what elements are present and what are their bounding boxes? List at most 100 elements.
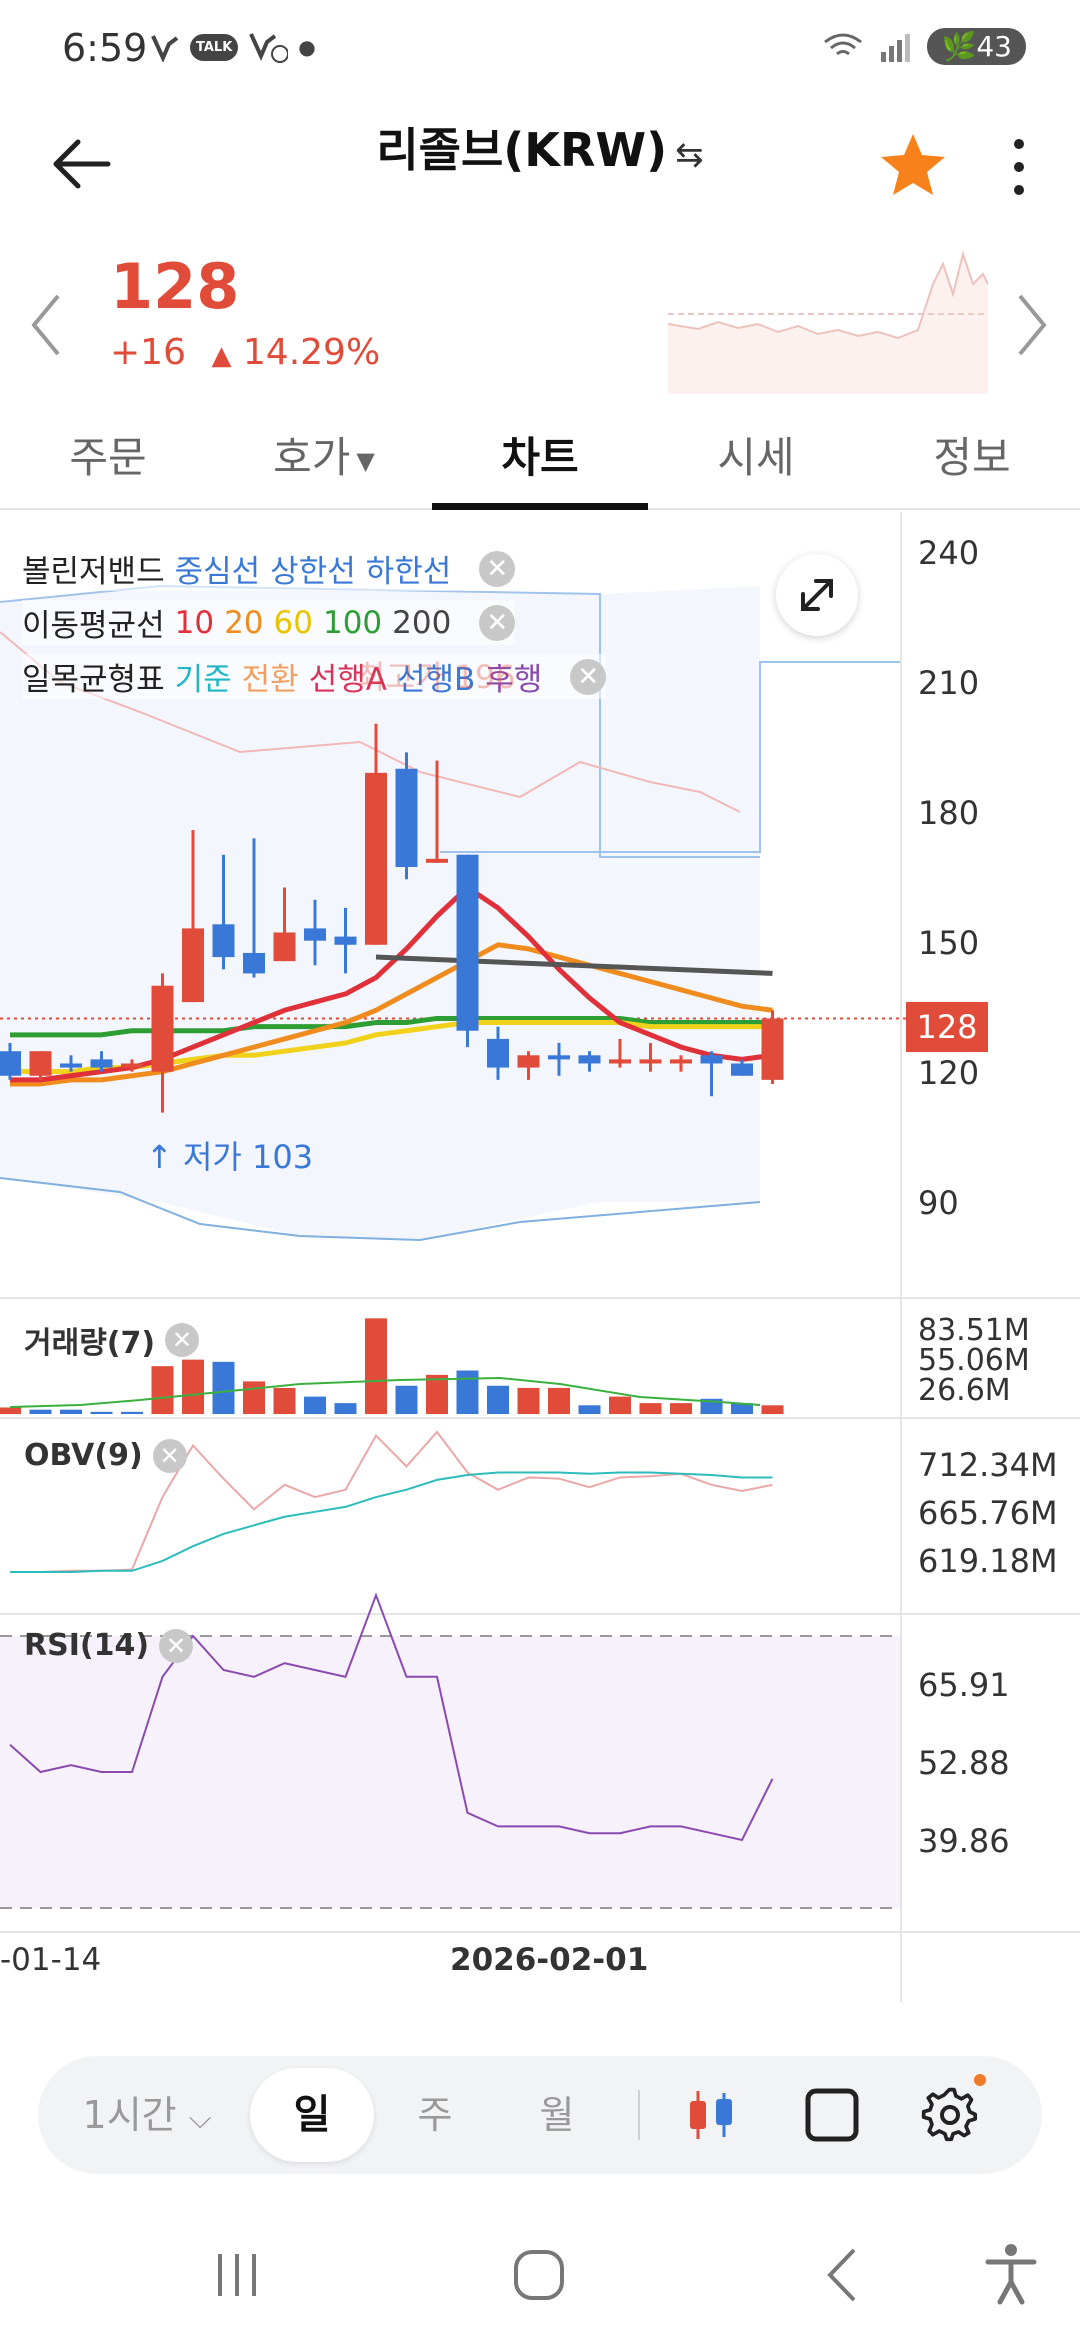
ichimoku-span-b-line [440, 661, 900, 853]
legend-ma-200: 200 [392, 604, 452, 641]
volume-bar [548, 1387, 570, 1414]
candle-body [243, 952, 265, 974]
candle-body [90, 1059, 113, 1068]
volume-bar [365, 1318, 387, 1414]
volume-bar [609, 1396, 631, 1414]
back-nav-icon[interactable] [808, 2240, 878, 2310]
candle-body [487, 1038, 509, 1068]
volume-bar [121, 1411, 143, 1414]
volume-bar [456, 1370, 479, 1414]
system-navigation-bar [0, 2200, 1080, 2340]
recent-apps-icon[interactable] [202, 2240, 272, 2310]
remove-obv-icon[interactable]: ✕ [152, 1438, 187, 1473]
candle-type-icon[interactable] [682, 2085, 742, 2145]
volume-bar [0, 1407, 21, 1414]
candle-body [365, 772, 387, 945]
period-week-button[interactable]: 주 [417, 2093, 453, 2137]
volume-bar [90, 1411, 113, 1414]
talk-icon: TALK [190, 33, 239, 61]
volume-bar [426, 1374, 448, 1414]
period-day-button[interactable]: 일 [250, 2068, 374, 2162]
candlestick-chart-canvas[interactable] [0, 512, 1080, 2002]
caret-down-icon: ▼ [356, 446, 375, 475]
period-month-button[interactable]: 월 [539, 2093, 575, 2137]
obv-title: OBV(9) ✕ [24, 1438, 187, 1473]
status-bar: 6:59 TALK ● 🌿43 [0, 0, 1080, 100]
accessibility-icon[interactable] [976, 2240, 1046, 2310]
candle-body [609, 1059, 631, 1064]
candle-body [29, 1051, 52, 1076]
volume-bar [304, 1396, 326, 1414]
tab-quote-label: 시세 [717, 433, 795, 482]
volume-tick-2: 55.06M [918, 1343, 1030, 1378]
volume-axis: 83.51M 55.06M 26.6M [918, 1316, 1030, 1406]
up-triangle-icon: ▲ [211, 341, 232, 371]
app-header: 리졸브(KRW) ⇆ [0, 100, 1080, 230]
drawing-tool-icon[interactable] [802, 2085, 862, 2145]
y-tick-210: 210 [918, 664, 980, 702]
back-arrow-icon[interactable] [46, 128, 118, 200]
volume-bar [212, 1361, 235, 1414]
date-tick-2: 2026-02-01 [450, 1942, 649, 1978]
rsi-title-text: RSI(14) [24, 1628, 150, 1663]
legend-ma-100: 100 [322, 604, 383, 641]
swap-currency-icon[interactable]: ⇆ [675, 135, 704, 175]
more-menu-icon[interactable] [1004, 134, 1034, 200]
tab-info-label: 정보 [933, 433, 1011, 482]
legend-ichimoku-lag: 후행 [485, 662, 543, 698]
interval-dropdown[interactable]: 1시간 ⌵ [72, 2056, 222, 2174]
legend-ma-60: 60 [273, 604, 313, 641]
candle-body [517, 1055, 540, 1068]
rsi-line [9, 1592, 774, 1842]
remove-bollinger-icon[interactable]: ✕ [479, 550, 516, 587]
coin-title: 리졸브(KRW) [376, 123, 668, 177]
y-tick-90: 90 [918, 1184, 959, 1222]
remove-ichimoku-icon[interactable]: ✕ [570, 658, 607, 695]
tab-orderbook[interactable]: 호가 ▼ [216, 410, 432, 508]
chart-area[interactable]: 볼린저밴드 중심선 상한선 하한선 ✕ 이동평균선 10 20 60 100 2… [0, 512, 1080, 2002]
home-icon[interactable] [504, 2240, 574, 2310]
y-tick-150: 150 [918, 924, 980, 962]
volume-tick-3: 26.6M [918, 1373, 1011, 1408]
candle-body [426, 858, 448, 863]
candle-body [151, 985, 174, 1072]
date-tick-1: -01-14 [0, 1942, 102, 1978]
remove-rsi-icon[interactable]: ✕ [159, 1628, 194, 1663]
remove-volume-icon[interactable]: ✕ [165, 1323, 200, 1357]
volume-bar [334, 1403, 357, 1414]
interval-label: 1시간 [82, 2093, 177, 2137]
status-time: 6:59 [62, 26, 148, 70]
candle-body [334, 936, 357, 945]
ma20-line [10, 942, 773, 1087]
candle-body [121, 1063, 143, 1068]
remove-ma-icon[interactable]: ✕ [479, 604, 516, 641]
candle-body [700, 1055, 723, 1064]
candle-body [731, 1063, 753, 1076]
tab-info[interactable]: 정보 [864, 410, 1080, 508]
candle-body [273, 932, 296, 962]
legend-bollinger-mid: 중심선 [174, 554, 261, 590]
y-tick-120: 120 [918, 1054, 980, 1092]
next-coin-chevron-icon[interactable] [1012, 290, 1052, 360]
volume-bar [487, 1385, 509, 1414]
tab-chart-label: 차트 [501, 433, 579, 482]
candle-body [761, 1018, 784, 1080]
prev-coin-chevron-icon[interactable] [26, 290, 66, 360]
tab-quote[interactable]: 시세 [648, 410, 864, 508]
chart-settings-gear-icon[interactable] [920, 2085, 980, 2145]
legend-ichimoku-spanb: 선행B [396, 662, 476, 698]
rsi-band-fill [0, 1636, 900, 1908]
tab-order[interactable]: 주문 [0, 410, 216, 508]
candle-body [639, 1059, 662, 1064]
candle-body [548, 1055, 570, 1060]
notification-icons: TALK ● [150, 30, 316, 64]
legend-bollinger: 볼린저밴드 중심선 상한선 하한선 ✕ [22, 546, 516, 591]
volume-bar [182, 1359, 204, 1414]
page-title[interactable]: 리졸브(KRW) ⇆ [0, 114, 1080, 180]
volume-tick-1: 83.51M [918, 1313, 1030, 1348]
ichimoku-span-a-line [0, 631, 741, 813]
favorite-star-icon[interactable] [878, 130, 948, 200]
legend-moving-average: 이동평균선 10 20 60 100 200 ✕ [22, 600, 516, 645]
expand-fullscreen-icon[interactable] [776, 554, 858, 636]
tab-chart[interactable]: 차트 [432, 410, 648, 510]
